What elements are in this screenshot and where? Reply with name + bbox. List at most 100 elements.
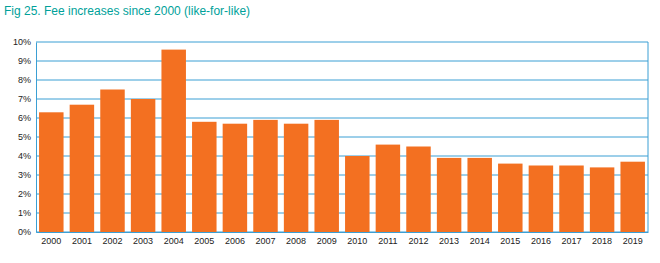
x-tick: 2006 [225,232,245,246]
y-tick-label: 1% [18,208,31,218]
x-tick: 2009 [317,232,337,246]
bar [39,112,63,232]
y-tick-label: 5% [18,132,31,142]
y-tick: 4% [18,151,36,161]
x-tick: 2007 [255,232,275,246]
x-tick: 2003 [133,232,153,246]
bar [467,158,491,232]
x-tick-label: 2018 [592,236,612,246]
x-tick-label: 2007 [255,236,275,246]
x-tick-label: 2001 [72,236,92,246]
bar [70,105,94,232]
x-tick: 2014 [470,232,490,246]
x-tick: 2019 [623,232,643,246]
x-tick-label: 2005 [194,236,214,246]
grid-line [36,61,648,62]
x-tick-label: 2012 [408,236,428,246]
x-tick: 2015 [500,232,520,246]
bar [620,162,644,232]
x-tick-label: 2013 [439,236,459,246]
bar [437,158,461,232]
x-tick: 2012 [408,232,428,246]
x-tick-label: 2010 [347,236,367,246]
y-tick-label: 0% [18,227,31,237]
bar [498,164,522,232]
x-tick: 2001 [72,232,92,246]
y-tick: 0% [18,227,36,237]
y-tick-label: 2% [18,189,31,199]
grid-line [36,99,648,100]
y-tick: 10% [13,37,36,47]
bar [100,90,124,233]
x-tick-label: 2019 [623,236,643,246]
x-tick-label: 2004 [164,236,184,246]
y-tick-label: 3% [18,170,31,180]
x-tick: 2017 [561,232,581,246]
x-tick: 2016 [531,232,551,246]
x-axis: 2000 2001 2002 2003 2004 2005 2006 2007 2008 2009… [37,232,649,246]
bar [529,166,553,233]
bar [314,120,338,232]
y-tick-label: 10% [13,37,31,47]
grid-line [36,80,648,81]
y-tick: 9% [18,56,36,66]
y-tick: 7% [18,94,36,104]
grid-line [36,156,648,157]
y-tick-label: 6% [18,113,31,123]
bar [406,147,430,233]
y-tick-label: 9% [18,56,31,66]
bar [253,120,277,232]
x-tick-label: 2016 [531,236,551,246]
x-axis-line [37,232,649,233]
x-tick-label: 2003 [133,236,153,246]
x-tick: 2008 [286,232,306,246]
grid-line [36,42,648,43]
bar [223,124,247,232]
y-tick: 2% [18,189,36,199]
plot: 0%1%2%3%4%5%6%7%8%9%10%20002001200220032… [13,37,649,246]
grid-line [36,118,648,119]
bar [161,50,185,232]
x-tick-label: 2017 [561,236,581,246]
grid-line [36,175,648,176]
chart: Fig 25. Fee increases since 2000 (like-f… [0,0,660,263]
x-tick: 2002 [102,232,122,246]
x-tick: 2018 [592,232,612,246]
y-axis-line [36,43,37,233]
bar [131,99,155,232]
y-tick: 6% [18,113,36,123]
x-tick-label: 2009 [317,236,337,246]
y-tick-label: 7% [18,94,31,104]
y-tick: 8% [18,75,36,85]
x-tick-label: 2014 [470,236,490,246]
x-tick: 2000 [41,232,61,246]
y-tick: 5% [18,132,36,142]
grid-line [36,213,648,214]
x-tick: 2010 [347,232,367,246]
grid-line [36,232,648,233]
y-tick-label: 4% [18,151,31,161]
grid-line [36,137,648,138]
x-tick-label: 2006 [225,236,245,246]
x-tick: 2011 [378,232,397,246]
x-tick: 2004 [164,232,184,246]
bar [559,166,583,233]
bar [345,156,369,232]
x-tick-label: 2000 [41,236,61,246]
frame [648,42,649,232]
y-tick: 3% [18,170,36,180]
grid [36,42,648,232]
y-tick: 1% [18,208,36,218]
x-tick-label: 2015 [500,236,520,246]
x-tick-label: 2011 [378,236,397,246]
y-tick-label: 8% [18,75,31,85]
bar [284,124,308,232]
bar [192,122,216,232]
grid-line [36,194,648,195]
x-tick-label: 2002 [102,236,122,246]
x-tick: 2005 [194,232,214,246]
x-tick: 2013 [439,232,459,246]
title: Fig 25. Fee increases since 2000 (like-f… [4,4,250,18]
bars [39,50,645,232]
bar [590,167,614,232]
